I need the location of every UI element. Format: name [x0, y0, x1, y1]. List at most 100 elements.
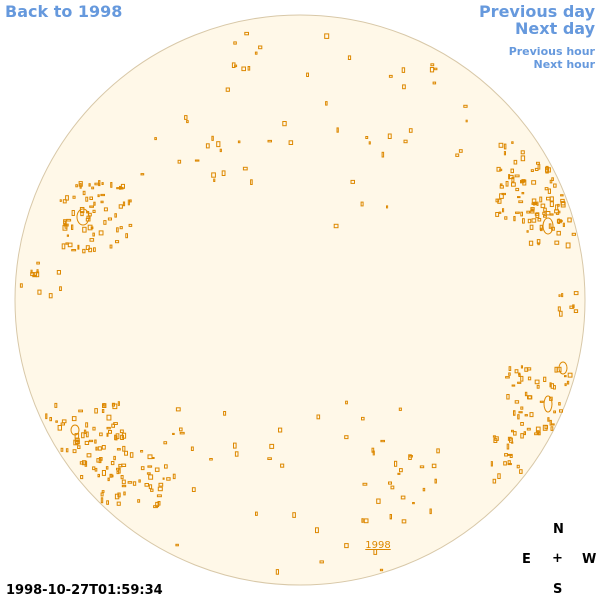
contour-speck [120, 475, 124, 480]
contour-speck [205, 143, 210, 149]
contour-speck [56, 270, 61, 275]
contour-speck [526, 230, 529, 233]
contour-speck [158, 482, 164, 487]
contour-speck [179, 427, 183, 432]
contour-speck [365, 136, 369, 139]
contour-speck [75, 184, 78, 188]
contour-speck [387, 133, 392, 139]
contour-loop [543, 395, 553, 413]
contour-speck [360, 201, 364, 207]
previous-day-link[interactable]: Previous day [478, 2, 595, 21]
contour-speck [48, 293, 53, 299]
contour-speck [109, 474, 114, 478]
contour-speck [503, 151, 506, 156]
contour-speck [495, 212, 500, 217]
contour-speck [499, 183, 503, 186]
contour-speck [114, 493, 120, 500]
contour-speck [190, 446, 194, 451]
contour-speck [267, 457, 272, 460]
contour-speck [325, 101, 328, 106]
contour-speck [315, 527, 319, 534]
back-to-year-link[interactable]: Back to 1998 [5, 2, 123, 21]
observation-timestamp: 1998-10-27T01:59:34 [6, 583, 163, 598]
contour-speck [550, 426, 554, 431]
contour-speck [82, 248, 86, 254]
contour-speck [138, 479, 141, 483]
contour-speck [120, 183, 126, 189]
contour-speck [77, 244, 80, 250]
next-hour-link[interactable]: Next hour [533, 58, 596, 71]
contour-speck [93, 201, 96, 206]
contour-speck [521, 192, 525, 195]
contour-speck [436, 448, 440, 454]
contour-speck [124, 450, 128, 456]
contour-speck [113, 422, 118, 426]
contour-speck [562, 222, 565, 227]
contour-speck [363, 518, 369, 524]
contour-speck [517, 381, 522, 384]
contour-speck [129, 452, 134, 458]
contour-speck [101, 409, 105, 413]
contour-speck [233, 442, 237, 449]
disk-year-label[interactable]: 1998 [365, 540, 390, 551]
contour-speck [554, 240, 560, 245]
contour-speck [505, 376, 510, 379]
contour-speck [194, 159, 200, 162]
contour-speck [213, 178, 216, 183]
contour-speck [527, 376, 532, 381]
contour-speck [573, 309, 579, 313]
contour-speck [85, 245, 90, 250]
contour-speck [506, 443, 510, 450]
contour-speck [282, 121, 287, 127]
contour-speck [103, 220, 107, 225]
contour-speck [211, 135, 214, 141]
contour-speck [242, 166, 248, 171]
contour-speck [402, 84, 406, 90]
contour-speck [100, 497, 104, 504]
contour-speck [530, 210, 535, 214]
contour-speck [553, 183, 557, 188]
contour-speck [225, 87, 230, 92]
contour-speck [530, 169, 534, 172]
contour-speck [172, 473, 176, 480]
next-day-link[interactable]: Next day [515, 19, 595, 38]
contour-speck [513, 431, 517, 436]
contour-speck [89, 238, 95, 242]
contour-speck [59, 199, 62, 202]
contour-speck [83, 429, 87, 435]
contour-speck [221, 170, 226, 176]
contour-speck [519, 469, 523, 474]
contour-speck [497, 198, 502, 204]
contour-speck [128, 223, 133, 227]
contour-speck [508, 372, 511, 376]
contour-speck [78, 181, 83, 187]
contour-speck [231, 62, 236, 69]
contour-speck [501, 192, 506, 196]
compass-center: + [552, 551, 563, 566]
contour-speck [116, 448, 121, 451]
contour-speck [433, 67, 438, 71]
contour-speck [144, 483, 149, 487]
contour-speck [45, 413, 48, 420]
contour-speck [62, 199, 67, 204]
contour-speck [121, 484, 127, 488]
contour-speck [121, 463, 127, 468]
contour-speck [121, 479, 126, 485]
contour-speck [555, 204, 559, 211]
contour-speck [177, 159, 182, 164]
contour-speck [518, 411, 523, 414]
contour-speck [92, 232, 95, 237]
contour-speck [94, 182, 100, 186]
previous-hour-link[interactable]: Previous hour [508, 45, 595, 58]
contour-speck [103, 403, 106, 407]
contour-speck [434, 478, 437, 484]
contour-speck [514, 400, 520, 404]
contour-speck [80, 211, 84, 217]
contour-speck [127, 199, 130, 206]
contour-speck [155, 501, 160, 508]
contour-speck [526, 427, 531, 431]
contour-speck [505, 181, 509, 187]
contour-speck [506, 394, 510, 400]
contour-speck [65, 448, 69, 453]
